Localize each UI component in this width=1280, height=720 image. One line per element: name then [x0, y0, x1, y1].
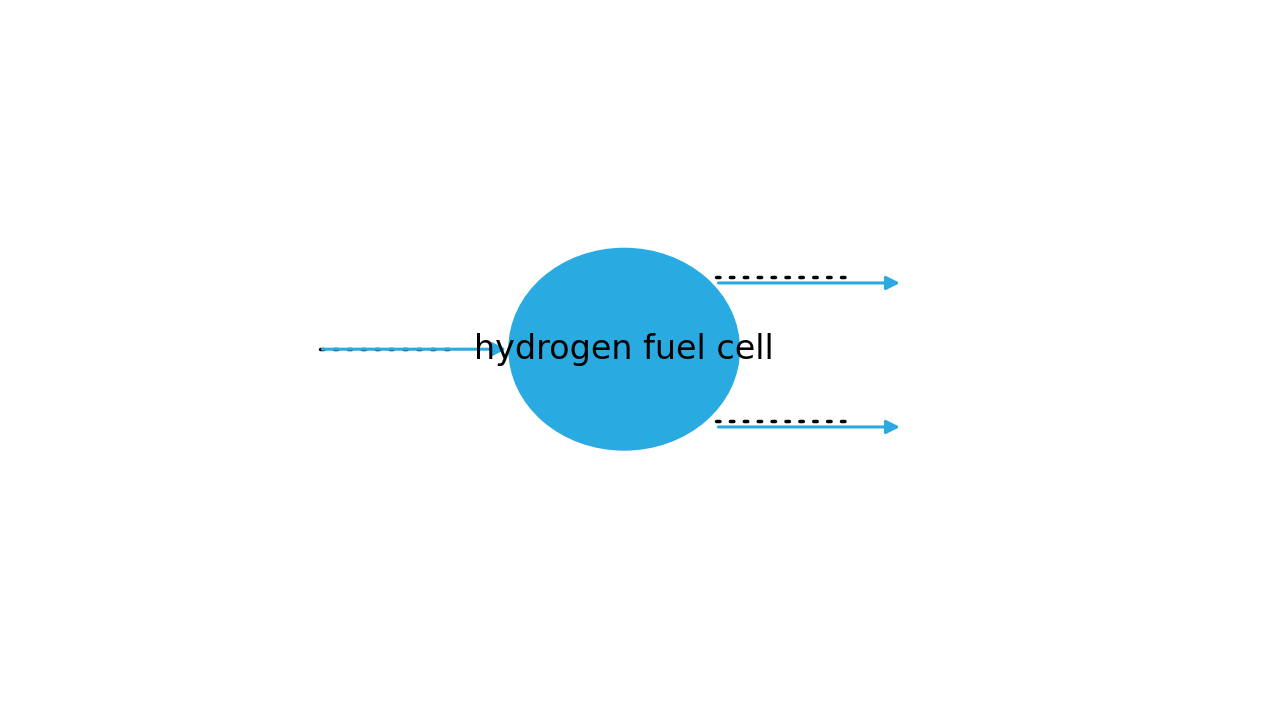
- Text: hydrogen fuel cell: hydrogen fuel cell: [475, 333, 774, 366]
- Ellipse shape: [509, 248, 740, 450]
